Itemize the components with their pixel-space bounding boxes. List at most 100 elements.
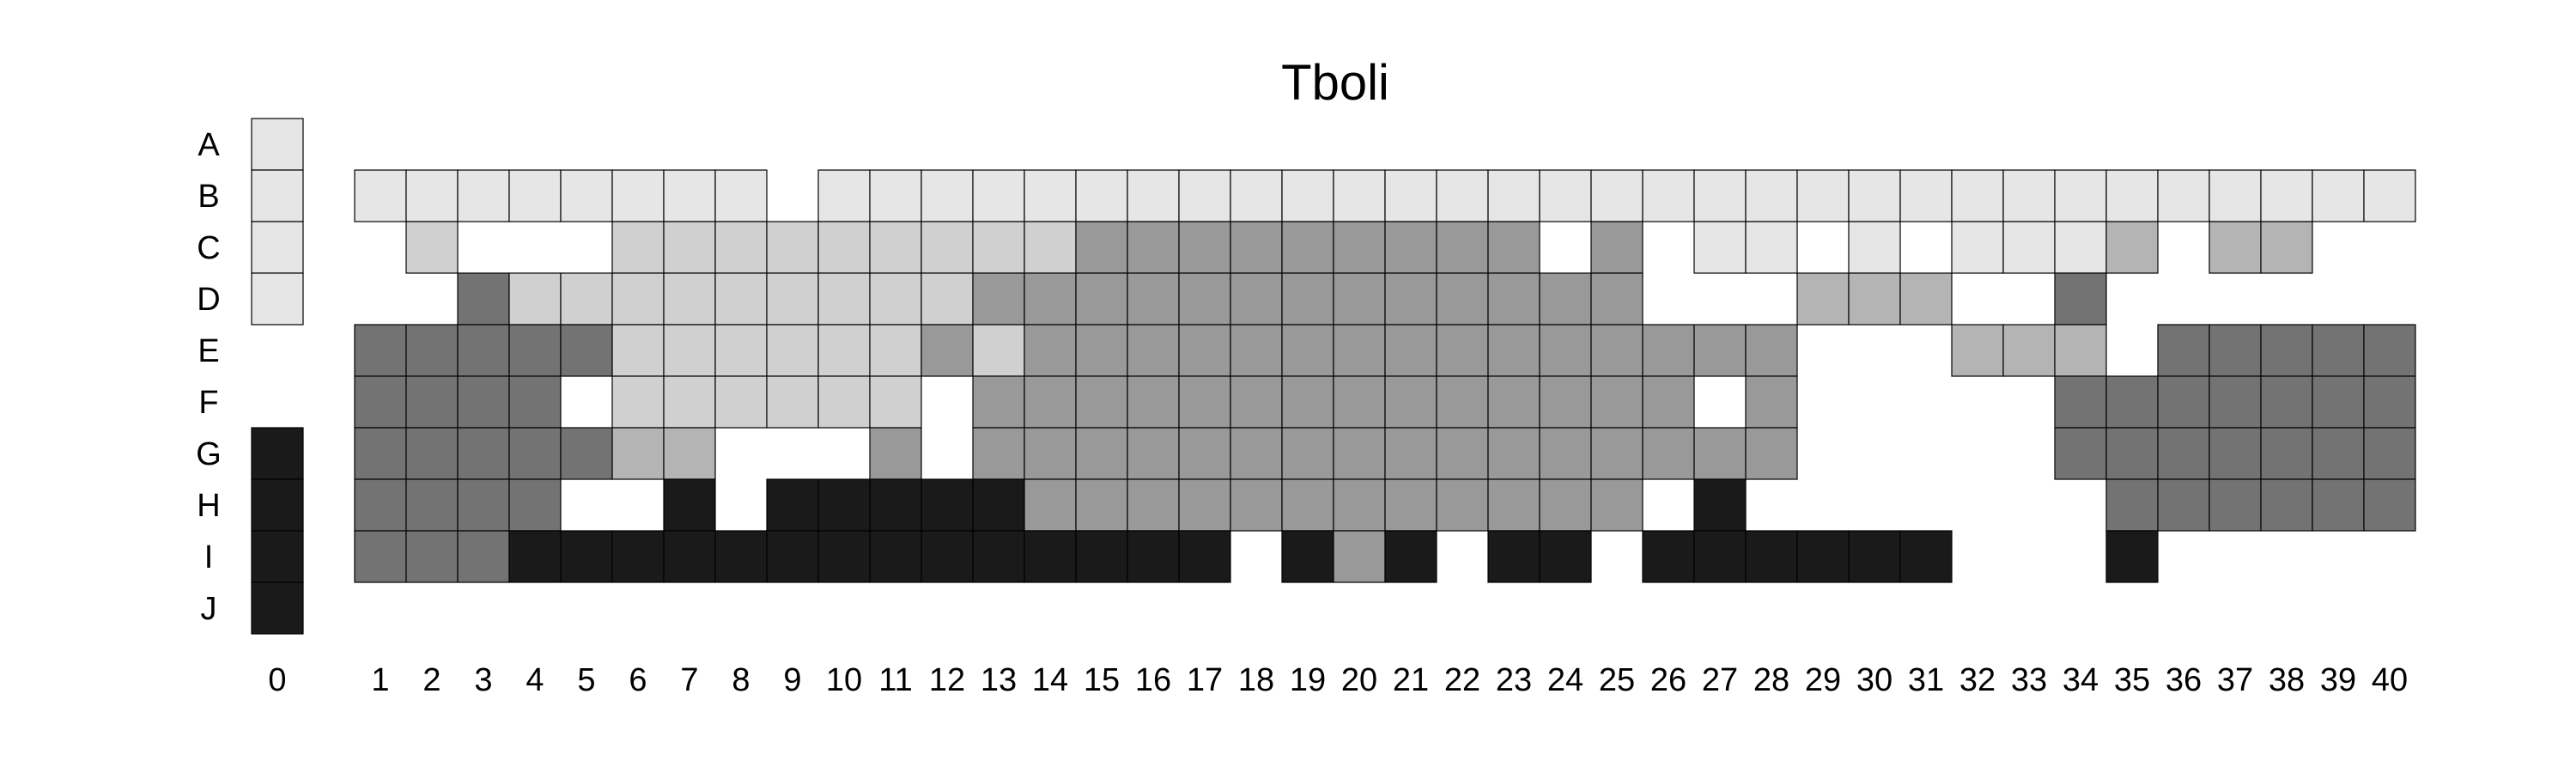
column-label-35: 35 [2114, 662, 2150, 698]
cell-C-16 [1127, 221, 1180, 274]
cell-D-7 [663, 272, 716, 326]
column-label-38: 38 [2269, 662, 2305, 698]
column-label-40: 40 [2372, 662, 2408, 698]
cell-B-29 [1796, 169, 1850, 222]
cell-B-23 [1487, 169, 1540, 222]
cell-I-27 [1693, 530, 1747, 583]
cell-F-7 [663, 375, 716, 429]
cell-D-11 [869, 272, 922, 326]
cell-B-25 [1590, 169, 1643, 222]
cell-D-0 [251, 272, 304, 326]
cell-C-17 [1178, 221, 1231, 274]
column-label-19: 19 [1290, 662, 1326, 698]
cell-G-0 [251, 427, 304, 480]
cell-G-25 [1590, 427, 1643, 480]
chart-title: Tboli [1281, 55, 1389, 111]
cell-D-15 [1075, 272, 1128, 326]
cell-I-17 [1178, 530, 1231, 583]
cell-H-16 [1127, 478, 1180, 532]
cell-C-11 [869, 221, 922, 274]
cell-B-10 [817, 169, 871, 222]
cell-F-23 [1487, 375, 1540, 429]
column-label-11: 11 [878, 662, 912, 698]
cell-B-5 [560, 169, 613, 222]
cell-C-28 [1745, 221, 1798, 274]
cell-G-19 [1281, 427, 1334, 480]
cell-E-37 [2208, 324, 2262, 377]
cell-C-18 [1230, 221, 1283, 274]
cell-D-13 [972, 272, 1025, 326]
column-label-4: 4 [526, 662, 544, 698]
cell-I-29 [1796, 530, 1850, 583]
cell-H-11 [869, 478, 922, 532]
cell-D-17 [1178, 272, 1231, 326]
cell-C-7 [663, 221, 716, 274]
cell-D-4 [508, 272, 562, 326]
cell-I-8 [714, 530, 768, 583]
cell-E-16 [1127, 324, 1180, 377]
cell-G-18 [1230, 427, 1283, 480]
cell-I-4 [508, 530, 562, 583]
cell-I-31 [1899, 530, 1953, 583]
cell-D-34 [2054, 272, 2107, 326]
cell-I-7 [663, 530, 716, 583]
cell-G-22 [1436, 427, 1489, 480]
cell-I-0 [251, 530, 304, 583]
cell-I-3 [457, 530, 510, 583]
cell-B-26 [1642, 169, 1695, 222]
cell-G-35 [2105, 427, 2159, 480]
cell-C-32 [1951, 221, 2004, 274]
cell-G-36 [2157, 427, 2210, 480]
cell-E-23 [1487, 324, 1540, 377]
cell-F-18 [1230, 375, 1283, 429]
cell-H-17 [1178, 478, 1231, 532]
cell-D-24 [1539, 272, 1592, 326]
cell-D-10 [817, 272, 871, 326]
cell-D-18 [1230, 272, 1283, 326]
column-label-2: 2 [422, 662, 440, 698]
cell-B-22 [1436, 169, 1489, 222]
cell-E-24 [1539, 324, 1592, 377]
cell-E-20 [1333, 324, 1386, 377]
row-label-D: D [197, 282, 220, 318]
cell-C-23 [1487, 221, 1540, 274]
cell-C-37 [2208, 221, 2262, 274]
cell-G-26 [1642, 427, 1695, 480]
cell-G-2 [405, 427, 459, 480]
cell-C-15 [1075, 221, 1128, 274]
cell-H-40 [2363, 478, 2416, 532]
cell-G-28 [1745, 427, 1798, 480]
cell-F-24 [1539, 375, 1592, 429]
cell-D-20 [1333, 272, 1386, 326]
column-label-8: 8 [732, 662, 750, 698]
cell-E-27 [1693, 324, 1747, 377]
cell-F-22 [1436, 375, 1489, 429]
cell-I-9 [766, 530, 819, 583]
cell-B-33 [2002, 169, 2056, 222]
column-label-0: 0 [268, 662, 286, 698]
cell-C-22 [1436, 221, 1489, 274]
cell-B-19 [1281, 169, 1334, 222]
cell-H-27 [1693, 478, 1747, 532]
column-label-17: 17 [1187, 662, 1223, 698]
cell-H-7 [663, 478, 716, 532]
row-label-I: I [204, 539, 214, 575]
cell-H-12 [920, 478, 974, 532]
column-label-29: 29 [1805, 662, 1841, 698]
cell-E-11 [869, 324, 922, 377]
cell-E-2 [405, 324, 459, 377]
cell-D-16 [1127, 272, 1180, 326]
cell-H-20 [1333, 478, 1386, 532]
cell-B-27 [1693, 169, 1747, 222]
cell-B-32 [1951, 169, 2004, 222]
cell-I-30 [1848, 530, 1901, 583]
cell-H-1 [354, 478, 407, 532]
cell-E-28 [1745, 324, 1798, 377]
cell-G-34 [2054, 427, 2107, 480]
cell-E-5 [560, 324, 613, 377]
cell-I-20 [1333, 530, 1386, 583]
cell-D-22 [1436, 272, 1489, 326]
cell-H-0 [251, 478, 304, 532]
